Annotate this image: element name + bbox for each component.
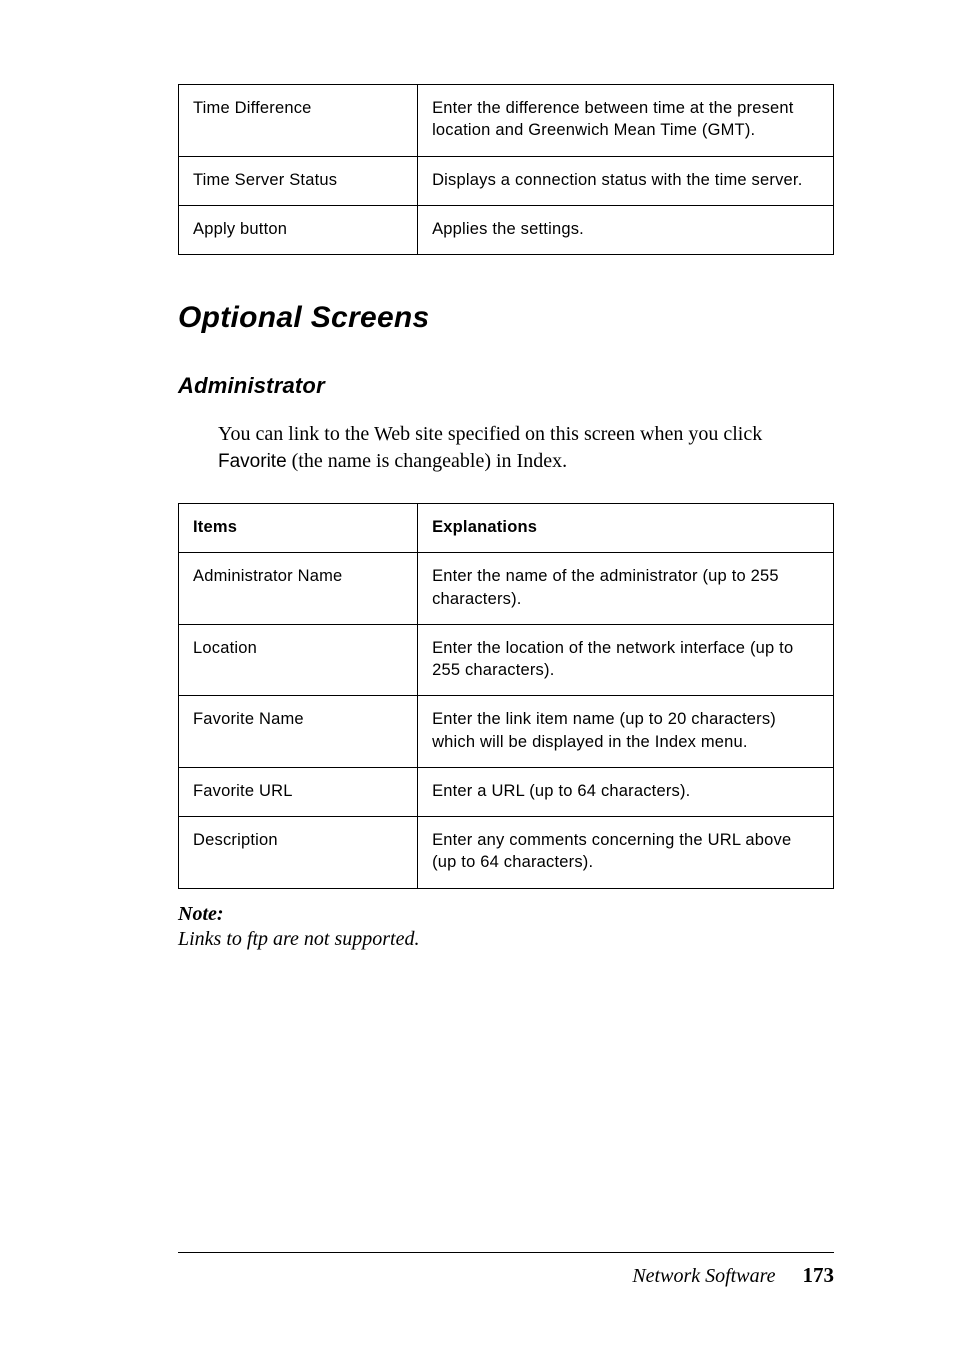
table-administrator: Items Explanations Administrator Name En… bbox=[178, 503, 834, 889]
header-items: Items bbox=[179, 504, 418, 553]
table-header-row: Items Explanations bbox=[179, 504, 834, 553]
table-row: Favorite Name Enter the link item name (… bbox=[179, 696, 834, 768]
cell-desc: Enter the difference between time at the… bbox=[418, 85, 834, 157]
cell-item: Time Difference bbox=[179, 85, 418, 157]
cell-desc: Enter the link item name (up to 20 chara… bbox=[418, 696, 834, 768]
note-body: Links to ftp are not supported. bbox=[178, 928, 834, 951]
cell-desc: Enter the location of the network interf… bbox=[418, 624, 834, 696]
intro-paragraph: You can link to the Web site specified o… bbox=[178, 421, 834, 475]
heading-administrator: Administrator bbox=[178, 373, 834, 399]
table-time-settings: Time Difference Enter the difference bet… bbox=[178, 84, 834, 255]
cell-desc: Enter any comments concerning the URL ab… bbox=[418, 817, 834, 889]
cell-item: Apply button bbox=[179, 205, 418, 254]
header-explanations: Explanations bbox=[418, 504, 834, 553]
cell-item: Description bbox=[179, 817, 418, 889]
table-row: Time Server Status Displays a connection… bbox=[179, 156, 834, 205]
cell-item: Time Server Status bbox=[179, 156, 418, 205]
heading-optional-screens: Optional Screens bbox=[178, 301, 834, 335]
table-row: Apply button Applies the settings. bbox=[179, 205, 834, 254]
favorite-term: Favorite bbox=[218, 451, 287, 472]
cell-item: Favorite URL bbox=[179, 767, 418, 816]
cell-desc: Enter the name of the administrator (up … bbox=[418, 553, 834, 625]
intro-pre: You can link to the Web site specified o… bbox=[218, 423, 762, 445]
cell-item: Administrator Name bbox=[179, 553, 418, 625]
cell-desc: Enter a URL (up to 64 characters). bbox=[418, 767, 834, 816]
footer-section-title: Network Software bbox=[632, 1265, 775, 1287]
table-row: Location Enter the location of the netwo… bbox=[179, 624, 834, 696]
note-label: Note: bbox=[178, 903, 834, 926]
table-row: Description Enter any comments concernin… bbox=[179, 817, 834, 889]
page-footer: Network Software 173 bbox=[178, 1252, 834, 1288]
table-row: Time Difference Enter the difference bet… bbox=[179, 85, 834, 157]
cell-item: Location bbox=[179, 624, 418, 696]
cell-desc: Displays a connection status with the ti… bbox=[418, 156, 834, 205]
cell-item: Favorite Name bbox=[179, 696, 418, 768]
table-row: Administrator Name Enter the name of the… bbox=[179, 553, 834, 625]
footer-page-number: 173 bbox=[803, 1263, 835, 1287]
page-content: Time Difference Enter the difference bet… bbox=[0, 0, 954, 951]
intro-post: (the name is changeable) in Index. bbox=[287, 450, 567, 472]
table-row: Favorite URL Enter a URL (up to 64 chara… bbox=[179, 767, 834, 816]
cell-desc: Applies the settings. bbox=[418, 205, 834, 254]
